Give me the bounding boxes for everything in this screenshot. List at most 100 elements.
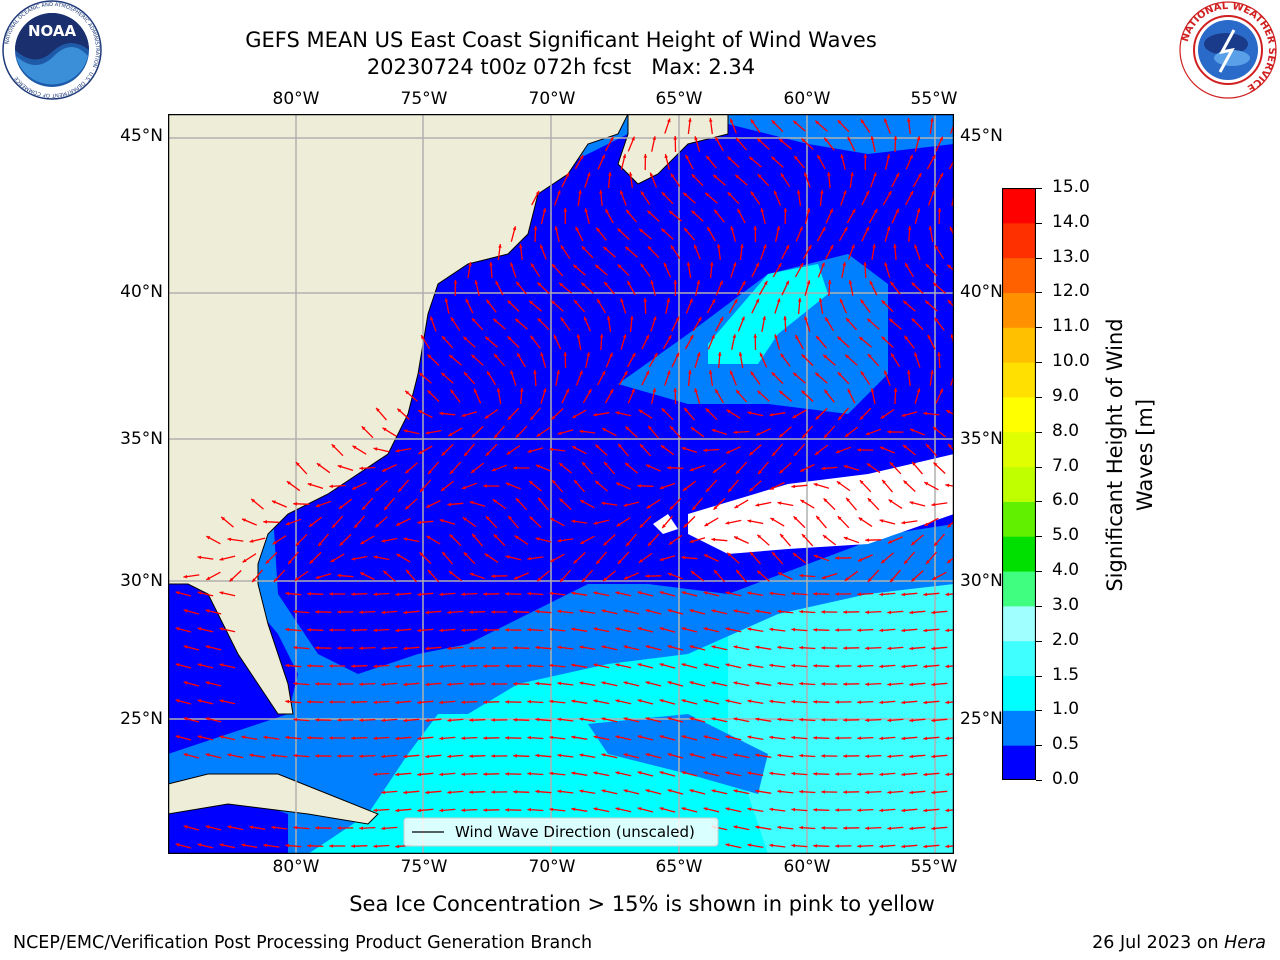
wave-direction-arrowhead	[639, 228, 644, 233]
land-north-america	[168, 114, 629, 715]
wave-direction-arrowhead	[891, 353, 895, 358]
wave-direction-arrowhead	[483, 484, 487, 488]
wave-direction-arrowhead	[747, 519, 752, 523]
wave-direction-arrowhead	[887, 430, 891, 434]
wave-direction-arrowhead	[881, 336, 886, 341]
wave-direction-arrowhead	[205, 753, 210, 757]
wave-direction-arrowhead	[734, 536, 739, 540]
wave-direction-arrowhead	[471, 469, 475, 473]
wave-direction-arrowhead	[664, 154, 668, 159]
wave-direction-arrowhead	[505, 808, 509, 812]
wave-direction-arrowhead	[858, 558, 862, 562]
wave-direction-arrowhead	[670, 173, 675, 178]
wave-direction-arrowhead	[825, 317, 829, 322]
wave-direction-arrowhead	[505, 664, 509, 668]
wave-direction-arrowhead	[711, 537, 716, 542]
wave-direction-arrowhead	[535, 537, 540, 541]
wave-direction-arrowhead	[887, 718, 892, 723]
wave-direction-arrowhead	[725, 735, 730, 739]
wave-direction-arrowhead	[571, 519, 576, 524]
wave-direction-arrowhead	[887, 826, 892, 831]
wave-direction-arrowhead	[359, 718, 363, 722]
wave-direction-arrowhead	[447, 754, 451, 759]
wave-direction-arrowhead	[573, 264, 578, 269]
wave-direction-arrowhead	[285, 699, 290, 704]
wave-height-map: Wind Wave Direction (unscaled)	[168, 114, 954, 854]
wave-direction-arrowhead	[645, 574, 649, 578]
wave-direction-arrowhead	[627, 281, 631, 285]
wave-direction-arrowhead	[560, 245, 565, 250]
wave-direction-arrowhead	[417, 628, 422, 633]
wave-direction-arrowhead	[197, 627, 202, 631]
wave-direction-arrowhead	[843, 646, 847, 650]
wave-direction-arrowhead	[835, 772, 839, 776]
colorbar-band	[1002, 675, 1036, 711]
wave-direction-arrowhead	[586, 352, 590, 356]
wave-direction-arrowhead	[725, 807, 730, 811]
wave-direction-arrowhead	[777, 609, 782, 614]
wave-direction-arrowhead	[495, 280, 499, 285]
wave-direction-arrowhead	[879, 664, 883, 669]
wave-direction-arrowhead	[494, 434, 498, 439]
wave-direction-arrowhead	[535, 645, 540, 650]
wave-direction-arrowhead	[183, 609, 188, 613]
wave-direction-arrowhead	[351, 736, 355, 740]
wave-direction-arrowhead	[263, 735, 268, 740]
wave-direction-arrowhead	[711, 645, 716, 649]
wave-direction-arrowhead	[631, 388, 635, 393]
wave-direction-arrowhead	[604, 462, 608, 466]
wave-direction-arrowhead	[800, 468, 805, 472]
wave-direction-arrowhead	[659, 807, 664, 811]
wave-direction-arrowhead	[384, 506, 388, 511]
wave-direction-arrowhead	[507, 416, 512, 420]
wave-direction-arrowhead	[869, 280, 874, 285]
wave-direction-arrowhead	[888, 499, 893, 504]
wave-direction-arrowhead	[796, 190, 801, 194]
colorbar-tick	[1036, 257, 1042, 259]
wave-direction-arrowhead	[461, 485, 466, 490]
wave-direction-arrowhead	[750, 551, 754, 556]
wave-direction-arrowhead	[923, 700, 928, 705]
wave-direction-arrowhead	[571, 735, 576, 740]
wave-direction-arrowhead	[865, 190, 869, 195]
wave-direction-arrowhead	[527, 591, 531, 596]
noaa-logo-text: NOAA	[28, 22, 77, 40]
wave-direction-arrowhead	[563, 352, 567, 356]
wave-direction-arrowhead	[873, 209, 878, 213]
wave-direction-arrowhead	[791, 663, 796, 668]
wave-direction-arrowhead	[527, 663, 531, 668]
wave-direction-arrowhead	[395, 736, 400, 741]
wave-direction-arrowhead	[513, 466, 517, 470]
wave-direction-arrowhead	[835, 664, 839, 668]
wave-direction-arrowhead	[759, 352, 764, 357]
wave-band-0.5-1.0-patch	[588, 714, 768, 794]
wave-direction-arrowhead	[505, 736, 509, 740]
wave-direction-arrowhead	[638, 409, 643, 414]
wave-direction-arrowhead	[815, 372, 820, 377]
wave-direction-arrowhead	[628, 172, 633, 176]
wave-direction-arrowhead	[779, 138, 784, 143]
wave-direction-arrowhead	[681, 555, 686, 560]
wave-direction-arrowhead	[772, 552, 776, 556]
wave-direction-arrowhead	[447, 718, 451, 723]
wave-direction-arrowhead	[563, 208, 568, 212]
colorbar-band	[1002, 327, 1036, 363]
wave-direction-arrowhead	[726, 409, 731, 414]
wave-direction-arrowhead	[491, 790, 495, 794]
no-data-region	[688, 454, 954, 554]
wave-direction-arrowhead	[293, 502, 297, 506]
wave-direction-arrowhead	[624, 371, 628, 376]
wave-direction-arrowhead	[725, 771, 730, 775]
wave-direction-arrowhead	[741, 281, 746, 285]
wave-direction-arrowhead	[417, 592, 422, 597]
wave-direction-arrowhead	[733, 430, 737, 435]
wave-direction-arrowhead	[329, 700, 333, 704]
wave-direction-arrowhead	[799, 573, 803, 578]
wave-direction-arrowhead	[491, 467, 496, 472]
wave-direction-arrowhead	[689, 681, 694, 685]
wave-direction-arrowhead	[638, 559, 643, 563]
wave-direction-arrowhead	[932, 576, 937, 580]
colorbar-band	[1002, 571, 1036, 607]
wave-direction-arrowhead	[419, 552, 424, 557]
wave-direction-arrowhead	[483, 592, 487, 596]
